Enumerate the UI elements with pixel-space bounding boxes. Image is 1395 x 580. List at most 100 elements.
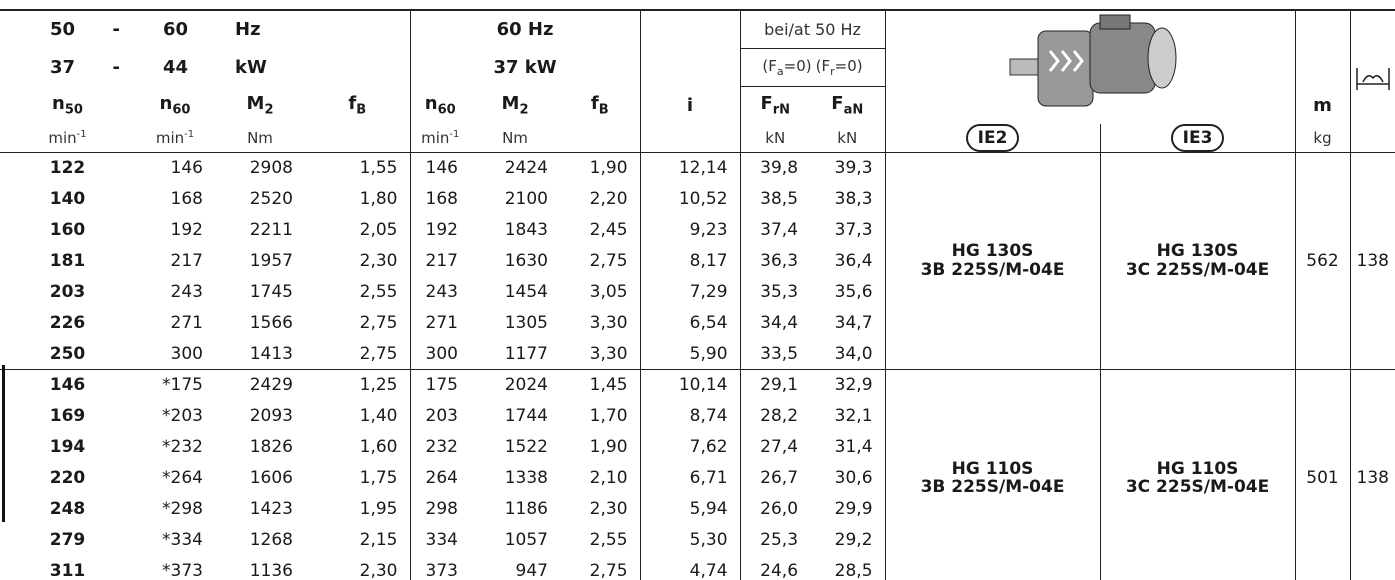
data-cell: 1,90 — [589, 437, 628, 457]
data-cell: 10,52 — [639, 183, 741, 215]
text: 50 — [50, 19, 76, 41]
data-cell: 226 — [49, 313, 86, 333]
data-row: 140 168 2520 1,80 168 2100 2,20 10,52 38,5 38,3 — [0, 183, 1395, 215]
gear-type-line: HG 130S — [951, 241, 1034, 262]
text: min — [48, 129, 77, 147]
header-cell: 60 Hz — [409, 10, 641, 49]
data-cell: *298 — [162, 499, 203, 519]
data-cell: 947 — [515, 561, 548, 580]
data-row: 194 *232 1826 1,60 232 1522 1,90 7,62 27,4 31,4 — [0, 431, 1395, 463]
data-cell: 1,75 — [359, 468, 398, 488]
data-cell: 1,45 — [560, 369, 641, 401]
data-row: 250 300 1413 2,75 300 1177 3,30 5,90 33,5 34,0 — [0, 338, 1395, 370]
header-cell: 50 - — [0, 10, 135, 49]
data-cell: 192 — [409, 214, 470, 246]
data-cell: 271 — [170, 313, 203, 333]
data-cell: 1,95 — [359, 499, 398, 519]
data-cell: 8,17 — [639, 245, 741, 277]
gear-logo — [1048, 50, 1084, 72]
data-cell: 1,40 — [359, 406, 398, 426]
data-cell: 1745 — [249, 282, 293, 302]
text: n — [52, 92, 65, 114]
data-cell: 3,05 — [589, 282, 628, 302]
column-header: fB — [305, 86, 410, 124]
data-cell: 5,94 — [639, 493, 741, 525]
header-cell — [639, 10, 741, 87]
data-cell: 1268 — [249, 530, 293, 550]
header-cell — [1294, 10, 1351, 87]
text: Nm — [247, 129, 273, 147]
data-cell: 2,75 — [359, 343, 398, 364]
column-header: M2 — [215, 86, 305, 124]
data-cell: 27,4 — [739, 431, 811, 463]
data-cell: 1522 — [504, 437, 548, 457]
data-cell: 2,55 — [359, 282, 398, 302]
text: kN — [765, 129, 786, 147]
book-icon — [1356, 68, 1390, 90]
data-cell: 194 — [49, 437, 86, 457]
data-cell: 248 — [49, 499, 86, 519]
data-cell: 2093 — [249, 406, 293, 426]
column-unit: min-1 — [135, 124, 215, 153]
data-cell: 38,5 — [739, 183, 811, 215]
data-cell: 2520 — [249, 189, 293, 209]
data-row: 311 *373 1136 2,30 373 947 2,75 4,74 24,6 28,5 — [0, 555, 1395, 580]
gear-type: HG 130S 3B 225S/M-04E — [884, 152, 1101, 370]
header-row: n50 n60 M2 fB n60 M2 fB i FrN FaN m — [0, 86, 1395, 124]
text: a — [776, 65, 784, 78]
data-cell: *203 — [162, 406, 203, 426]
table-body: 122 146 2908 1,55 146 2424 1,90 12,14 39,8 39,3 HG… — [0, 152, 1395, 580]
header-row: min-1 min-1 Nm min-1 Nm kN kN IE2 IE3 kg — [0, 124, 1395, 153]
column-unit: kg — [1294, 124, 1351, 153]
mass: 501 — [1294, 369, 1351, 580]
text: (F — [815, 57, 831, 75]
text: n — [159, 92, 173, 114]
header-cell: kW — [235, 57, 267, 78]
header-cell: bei/at 50 Hz — [739, 10, 886, 50]
data-cell: 264 — [409, 462, 470, 494]
column-unit — [305, 124, 410, 153]
data-row: 220 *264 1606 1,75 264 1338 2,10 6,71 26,7 30,6 — [0, 462, 1395, 494]
data-cell: 5,90 — [639, 338, 741, 370]
motor-image — [1009, 14, 1177, 107]
data-cell: 33,5 — [739, 338, 811, 370]
text: 37 — [50, 57, 76, 78]
text: min — [421, 129, 450, 147]
data-cell: 2429 — [215, 369, 305, 401]
data-cell: 32,9 — [810, 369, 886, 401]
data-cell: 2,10 — [589, 468, 628, 488]
data-cell: 1,70 — [589, 406, 628, 426]
column-unit: min-1 — [0, 124, 135, 153]
data-cell: *334 — [162, 530, 203, 550]
page-ref: 138 — [1349, 369, 1395, 580]
data-cell: 232 — [409, 431, 470, 463]
data-cell: *175 — [135, 369, 215, 401]
text: (F — [762, 57, 777, 75]
header-cell: 44 — [163, 57, 189, 78]
data-cell: 25,3 — [739, 524, 811, 556]
data-cell: 1454 — [504, 282, 548, 302]
text: =0) — [783, 57, 812, 75]
page-icon-cell — [1349, 10, 1395, 153]
data-cell: 38,3 — [834, 189, 873, 209]
text: =0) — [834, 57, 863, 75]
data-cell: 2,30 — [359, 561, 398, 580]
data-cell: 34,7 — [834, 313, 873, 333]
header-row: 37- 44 kW 37 kW (Fa=0) (Fr=0) — [0, 48, 1395, 87]
data-cell: 2100 — [504, 189, 548, 209]
column-unit — [639, 124, 741, 153]
data-cell: 1,55 — [305, 152, 410, 184]
text: -1 — [184, 129, 195, 140]
data-cell: 37,3 — [834, 220, 873, 240]
gear-type-line: HG 130S — [1156, 241, 1239, 262]
data-cell: 1177 — [504, 343, 548, 364]
header-cell: 37 - — [0, 49, 135, 87]
data-cell: 169 — [49, 406, 86, 426]
text: 60 — [437, 102, 456, 118]
ie-label: IE3 — [1170, 124, 1225, 152]
gear-type: HG 110S 3B 225S/M-04E — [884, 369, 1101, 580]
data-cell: 4,74 — [639, 555, 741, 580]
data-cell: 31,4 — [834, 437, 873, 457]
gear-type: HG 110S 3C 225S/M-04E — [1099, 369, 1296, 580]
force-condition: (Fr=0) — [815, 57, 863, 78]
